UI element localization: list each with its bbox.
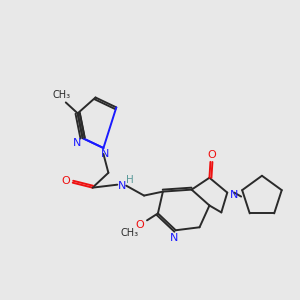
Text: N: N — [118, 181, 126, 191]
Text: N: N — [101, 149, 110, 159]
Text: O: O — [207, 150, 216, 160]
Text: CH₃: CH₃ — [53, 89, 71, 100]
Text: N: N — [230, 190, 238, 200]
Text: N: N — [169, 233, 178, 243]
Text: N: N — [73, 138, 81, 148]
Text: H: H — [126, 175, 134, 185]
Text: O: O — [136, 220, 145, 230]
Text: CH₃: CH₃ — [120, 228, 138, 238]
Text: O: O — [61, 176, 70, 186]
